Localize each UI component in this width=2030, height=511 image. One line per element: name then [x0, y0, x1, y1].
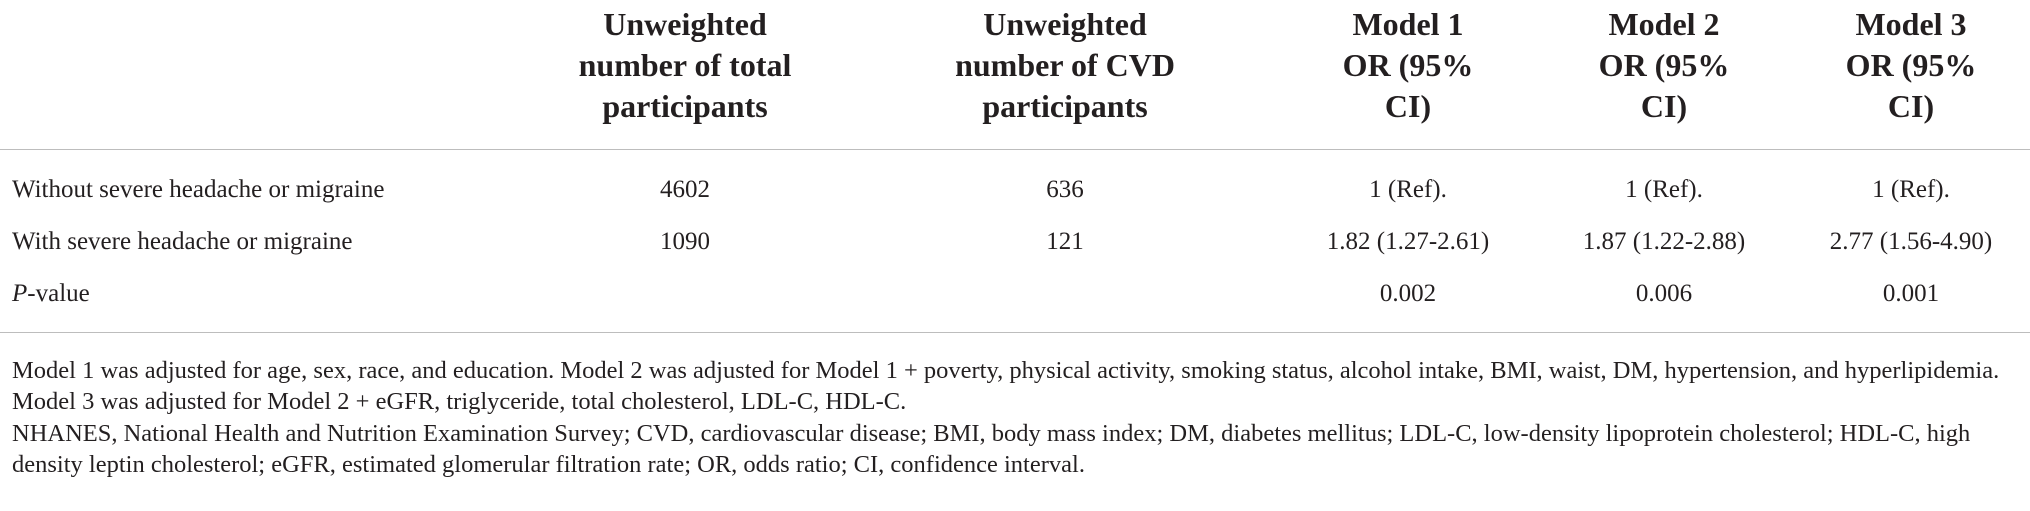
cell-cvd: 121	[1046, 228, 1084, 255]
header-line: Unweighted	[603, 6, 767, 42]
header-line: Model 1	[1352, 6, 1464, 42]
table-row: P-value 0.002 0.006 0.001	[0, 268, 2030, 333]
table-row: With severe headache or migraine 1090 12…	[0, 216, 2030, 268]
cell-model-1: 1 (Ref).	[1369, 176, 1447, 203]
header-model-2: Model 2 OR (95% CI)	[1536, 0, 1792, 150]
results-table: Unweighted number of total participants …	[0, 0, 2030, 333]
cell-cvd	[850, 268, 1280, 333]
header-line: participants	[602, 88, 768, 124]
header-cvd-participants: Unweighted number of CVD participants	[850, 0, 1280, 150]
header-line: CI)	[1887, 88, 1935, 124]
header-line: CI)	[1384, 88, 1432, 124]
cell-total: 4602	[660, 176, 710, 203]
row-label: Without severe headache or migraine	[12, 176, 385, 203]
cell-model-1: 1.82 (1.27-2.61)	[1326, 228, 1490, 255]
cell-model-1: 0.002	[1280, 268, 1536, 333]
header-line: Model 2	[1608, 6, 1720, 42]
cell-model-3: 0.001	[1792, 268, 2030, 333]
cell-model-3: 2.77 (1.56-4.90)	[1829, 228, 1993, 255]
header-line: CI)	[1640, 88, 1688, 124]
header-model-1: Model 1 OR (95% CI)	[1280, 0, 1536, 150]
cell-model-2: 1 (Ref).	[1625, 176, 1703, 203]
header-line: Model 3	[1855, 6, 1967, 42]
header-model-3: Model 3 OR (95% CI)	[1792, 0, 2030, 150]
header-line: Unweighted	[983, 6, 1147, 42]
header-line: number of CVD	[955, 47, 1175, 83]
footnote-abbreviations: NHANES, National Health and Nutrition Ex…	[12, 420, 1971, 478]
cell-total	[520, 268, 850, 333]
p-italic: P	[12, 280, 28, 307]
table-body: Without severe headache or migraine 4602…	[0, 150, 2030, 333]
table-footnotes: Model 1 was adjusted for age, sex, race,…	[12, 355, 2022, 481]
row-label: P-value	[0, 268, 520, 333]
header-line: number of total	[578, 47, 792, 83]
header-line: OR (95%	[1598, 47, 1730, 83]
p-suffix: -value	[27, 280, 90, 307]
cell-model-2: 1.87 (1.22-2.88)	[1582, 228, 1746, 255]
header-empty	[0, 0, 520, 150]
table-header: Unweighted number of total participants …	[0, 0, 2030, 150]
table-row: Without severe headache or migraine 4602…	[0, 150, 2030, 217]
cell-model-3: 1 (Ref).	[1872, 176, 1950, 203]
header-line: participants	[982, 88, 1148, 124]
header-line: OR (95%	[1342, 47, 1474, 83]
header-line: OR (95%	[1845, 47, 1977, 83]
row-label: With severe headache or migraine	[12, 228, 353, 255]
cell-cvd: 636	[1046, 176, 1084, 203]
header-total-participants: Unweighted number of total participants	[520, 0, 850, 150]
cell-model-2: 0.006	[1536, 268, 1792, 333]
cell-total: 1090	[660, 228, 710, 255]
footnote-models: Model 1 was adjusted for age, sex, race,…	[12, 357, 2000, 415]
